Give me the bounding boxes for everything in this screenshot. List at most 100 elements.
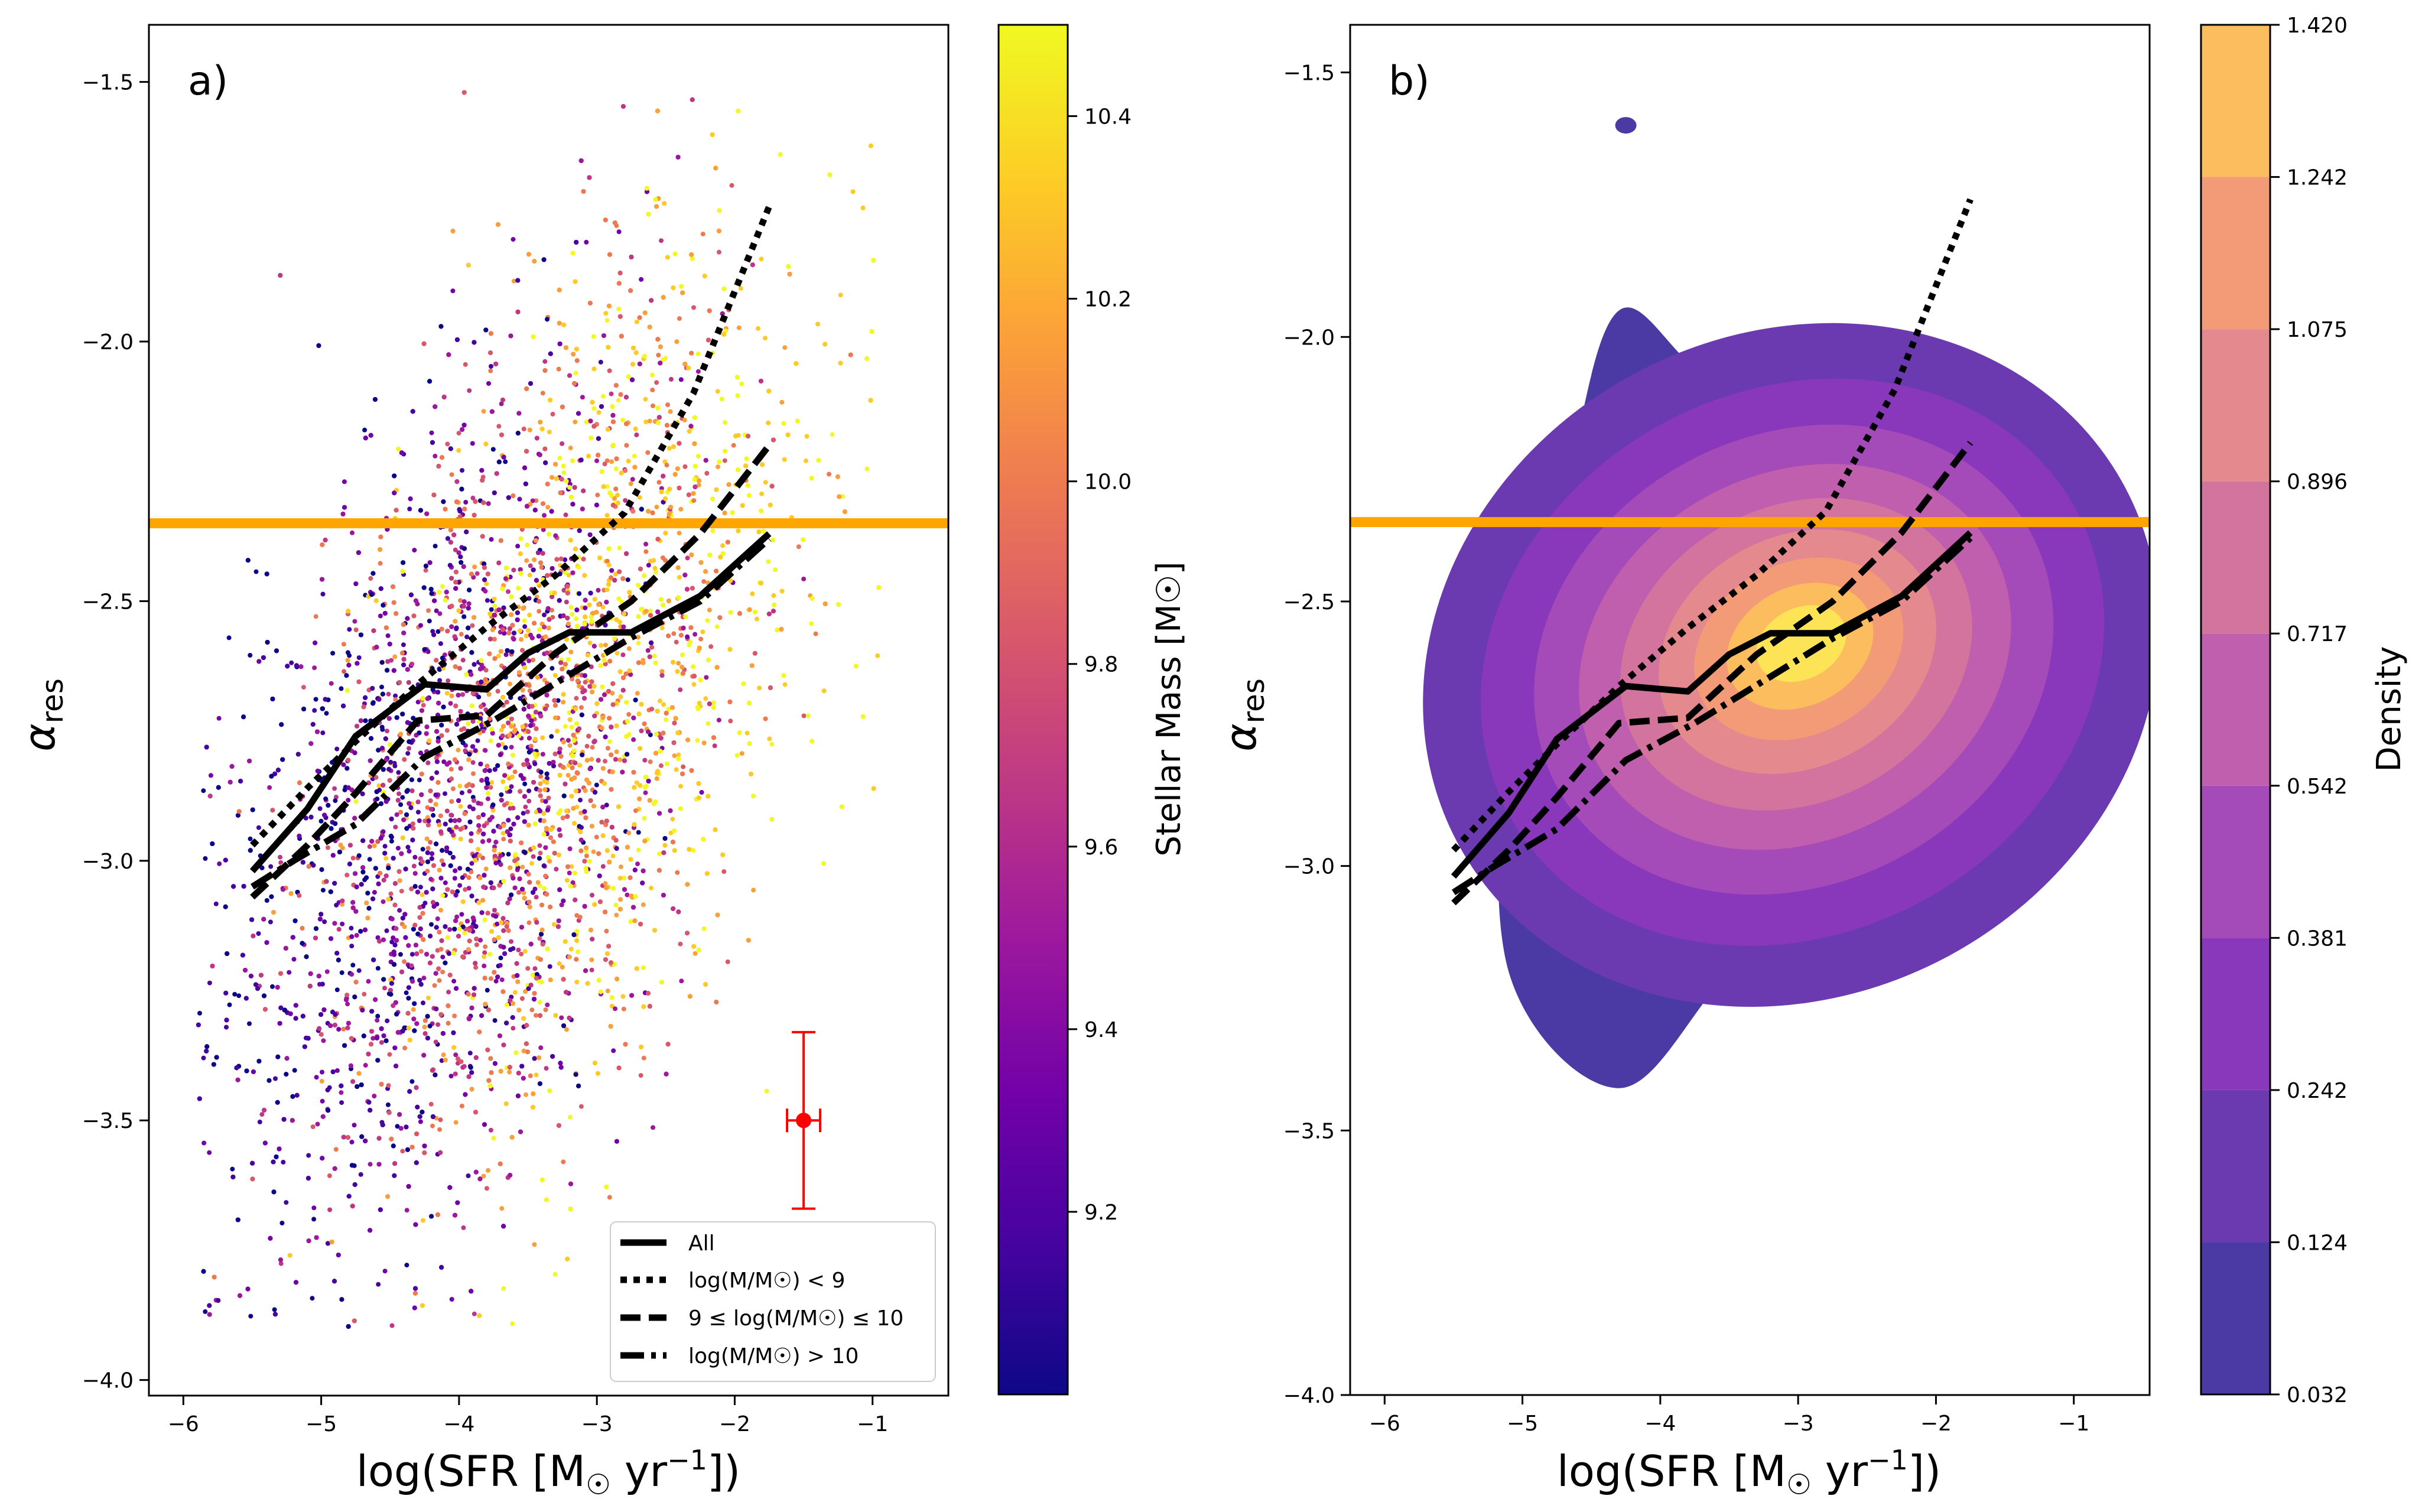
scatter-point [486, 381, 491, 386]
scatter-point [336, 926, 342, 932]
scatter-point [490, 627, 495, 632]
scatter-point [444, 691, 450, 696]
scatter-point [545, 317, 550, 322]
scatter-point [333, 1147, 339, 1152]
scatter-point [321, 1038, 326, 1043]
scatter-point [327, 1173, 332, 1178]
scatter-point [511, 1026, 516, 1031]
scatter-point [400, 795, 405, 800]
scatter-point [411, 863, 417, 869]
scatter-point [609, 459, 614, 464]
scatter-point [334, 746, 340, 752]
scatter-point [664, 717, 668, 723]
scatter-point [448, 1074, 454, 1079]
scatter-point [542, 886, 547, 891]
scatter-point [352, 619, 357, 624]
scatter-point [425, 996, 431, 1000]
scatter-point [641, 902, 646, 908]
scatter-point [600, 394, 606, 399]
scatter-point [531, 854, 536, 859]
scatter-point [368, 1162, 373, 1167]
scatter-point [616, 307, 622, 311]
scatter-point [257, 1119, 262, 1124]
scatter-point [313, 614, 318, 619]
scatter-point [603, 311, 609, 316]
scatter-point [755, 326, 760, 331]
scatter-point [323, 796, 329, 801]
scatter-point [654, 380, 659, 385]
scatter-point [395, 1124, 400, 1129]
scatter-point [703, 696, 708, 701]
scatter-point [754, 616, 759, 622]
scatter-point [529, 1007, 535, 1013]
scatter-point [757, 685, 762, 691]
scatter-point [599, 643, 604, 648]
scatter-point [438, 641, 443, 646]
scatter-point [379, 724, 385, 730]
scatter-point [524, 757, 529, 763]
scatter-point [648, 608, 653, 613]
scatter-point [567, 1114, 573, 1120]
scatter-point [546, 795, 551, 801]
scatter-point [354, 933, 359, 938]
panel-a: −6 −5 −4 −3 −2 −1 −4.0−3.5−3.0−2.5−2.0−1.5 a)… [15, 24, 1188, 1501]
scatter-point [488, 785, 493, 790]
scatter-point [367, 857, 372, 862]
scatter-point [534, 895, 539, 900]
scatter-point [459, 1059, 464, 1064]
scatter-point [762, 336, 768, 341]
scatter-point [437, 978, 442, 983]
scatter-point [716, 464, 720, 470]
scatter-point [679, 978, 684, 984]
scatter-point [561, 1159, 566, 1165]
scatter-point [676, 752, 681, 757]
scatter-point [574, 695, 579, 701]
scatter-point [259, 1112, 265, 1117]
scatter-point [418, 1119, 423, 1124]
scatter-point [430, 1123, 435, 1129]
scatter-point [349, 972, 355, 977]
scatter-point [437, 611, 443, 616]
scatter-point [432, 983, 437, 988]
scatter-point [616, 229, 622, 235]
scatter-point [674, 767, 679, 772]
scatter-point [766, 559, 771, 564]
scatter-point [532, 886, 538, 892]
scatter-point [639, 729, 644, 733]
scatter-point [700, 232, 706, 237]
scatter-point [573, 420, 578, 425]
scatter-point [457, 866, 463, 871]
scatter-point [281, 1159, 286, 1165]
scatter-point [625, 892, 630, 898]
scatter-point [736, 325, 742, 330]
scatter-point [407, 746, 412, 751]
scatter-point [678, 506, 684, 512]
scatter-point [216, 716, 222, 721]
scatter-point [633, 426, 638, 431]
scatter-point [482, 954, 487, 959]
scatter-point [324, 969, 330, 974]
scatter-point [615, 493, 620, 498]
scatter-point [700, 629, 706, 635]
scatter-point [594, 834, 599, 840]
scatter-point [695, 351, 701, 356]
scatter-point [421, 937, 426, 942]
scatter-point [675, 870, 680, 875]
scatter-point [459, 912, 464, 917]
scatter-point [706, 721, 711, 726]
scatter-point [544, 1066, 549, 1071]
scatter-point [850, 189, 856, 194]
scatter-point [759, 491, 764, 496]
scatter-point [474, 571, 480, 576]
scatter-point [384, 928, 389, 934]
scatter-point [393, 693, 398, 698]
scatter-point [394, 812, 399, 817]
scatter-point [459, 632, 464, 637]
scatter-point [678, 377, 684, 382]
scatter-point [525, 542, 530, 548]
scatter-point [502, 802, 507, 808]
scatter-point [569, 864, 574, 869]
scatter-point [460, 468, 464, 473]
scatter-point [344, 993, 350, 997]
scatter-point [459, 790, 464, 795]
